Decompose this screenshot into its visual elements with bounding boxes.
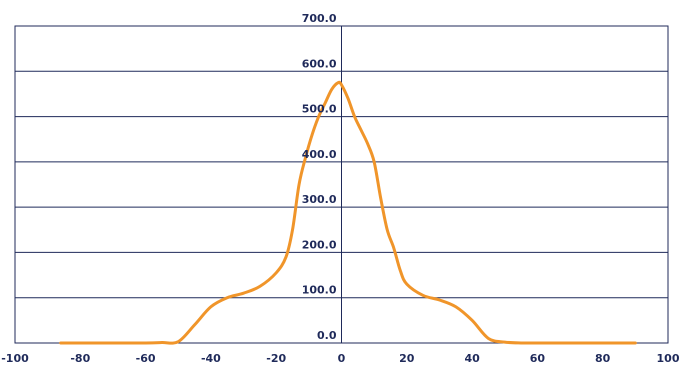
series-line-0 [59,80,637,345]
x-tick-label: -20 [266,352,286,365]
x-tick-label: -40 [201,352,221,365]
y-tick-label: 400.0 [302,148,337,161]
y-tick-label: 200.0 [302,238,337,251]
x-tick-label: -100 [1,352,29,365]
series-layer [59,80,637,345]
x-tick-label: 100 [657,352,680,365]
x-tick-label: 60 [530,352,546,365]
y-tick-label: 600.0 [302,57,337,70]
y-tick-label: 0.0 [317,329,337,342]
y-tick-label: 500.0 [302,103,337,116]
y-tick-labels: 0.0 100.0 200.0 300.0 400.0 500.0 600.0 700.0 [302,12,337,342]
x-tick-label: -80 [70,352,90,365]
x-tick-label: 0 [338,352,346,365]
x-tick-label: -60 [136,352,156,365]
x-tick-label: 80 [595,352,611,365]
y-tick-label: 300.0 [302,193,337,206]
x-tick-label: 40 [464,352,480,365]
y-tick-label: 100.0 [302,284,337,297]
x-tick-label: 20 [399,352,415,365]
y-tick-label: 700.0 [302,12,337,25]
x-tick-labels: -100 -80 -60 -40 -20 0 20 40 60 80 100 [1,352,680,365]
